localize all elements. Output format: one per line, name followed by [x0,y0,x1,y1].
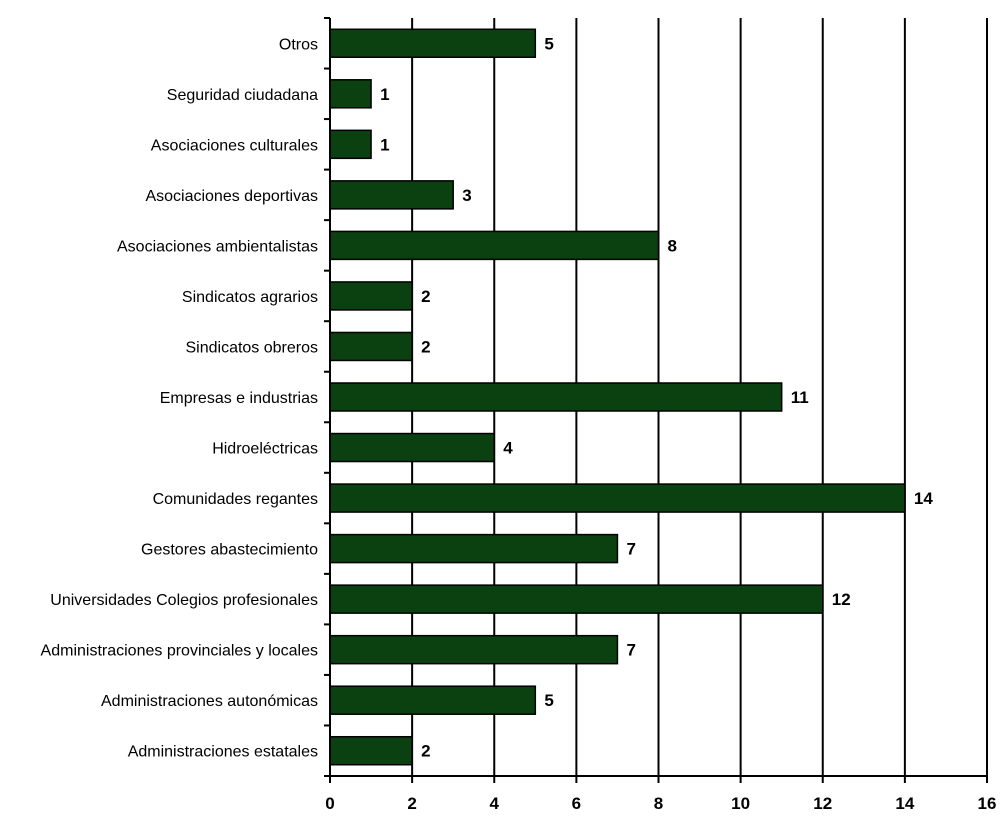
data-label: 5 [544,691,553,710]
category-label: Asociaciones culturales [151,137,318,154]
x-tick-label: 12 [813,794,832,813]
data-label: 2 [421,742,430,761]
data-label: 11 [791,388,809,407]
category-label: Otros [279,36,318,53]
bar-2 [329,129,372,160]
bar-7 [329,382,783,412]
category-label: Sindicatos obreros [185,339,318,356]
data-label: 5 [544,34,553,53]
category-label: Sindicatos agrarios [182,289,318,306]
x-tick-label: 2 [407,794,416,813]
bar-6 [329,331,413,362]
data-label: 8 [668,236,677,255]
data-label: 1 [380,135,389,154]
category-labels: Otros Seguridad ciudadana Asociaciones cul… [41,36,319,760]
x-tick-label: 16 [978,794,997,813]
bar-1 [329,79,372,109]
category-label: Administraciones autonómicas [101,693,318,710]
data-label: 1 [380,85,389,104]
bar-0 [329,28,537,59]
bar-3 [329,180,454,210]
x-tick-label: 14 [895,794,914,813]
data-label: 7 [626,540,635,559]
category-label: Administraciones provinciales y locales [41,643,318,660]
bars [329,28,906,766]
x-tick-label: 10 [731,794,750,813]
category-label: Universidades Colegios profesionales [50,592,318,609]
category-label: Hidroeléctricas [212,441,318,458]
category-label: Empresas e industrias [160,390,318,407]
bar-4 [329,230,660,261]
axes [324,17,988,783]
category-label: Seguridad ciudadana [167,87,318,104]
bar-8 [329,432,495,463]
category-label: Asociaciones deportivas [145,188,318,205]
category-label: Asociaciones ambientalistas [117,238,318,255]
data-label: 14 [914,489,933,508]
data-label: 4 [503,439,513,458]
x-tick-label: 8 [654,794,663,813]
x-tick-label: 4 [490,794,500,813]
bar-12 [329,634,619,665]
bar-14 [329,735,413,766]
data-label: 3 [462,186,471,205]
bar-13 [329,685,537,715]
bar-10 [329,533,619,564]
data-label: 2 [421,337,430,356]
category-label: Gestores abastecimiento [141,542,318,559]
data-label: 7 [626,641,635,660]
tick-labels: 0 2 4 6 8 10 12 14 16 [325,794,996,813]
data-label: 12 [832,590,851,609]
x-tick-label: 6 [572,794,581,813]
data-label: 2 [421,287,430,306]
bar-9 [329,483,906,513]
category-label: Administraciones estatales [128,744,318,761]
bar-5 [329,281,413,311]
bar-11 [329,584,824,614]
category-label: Comunidades regantes [153,491,318,508]
x-tick-label: 0 [325,794,334,813]
